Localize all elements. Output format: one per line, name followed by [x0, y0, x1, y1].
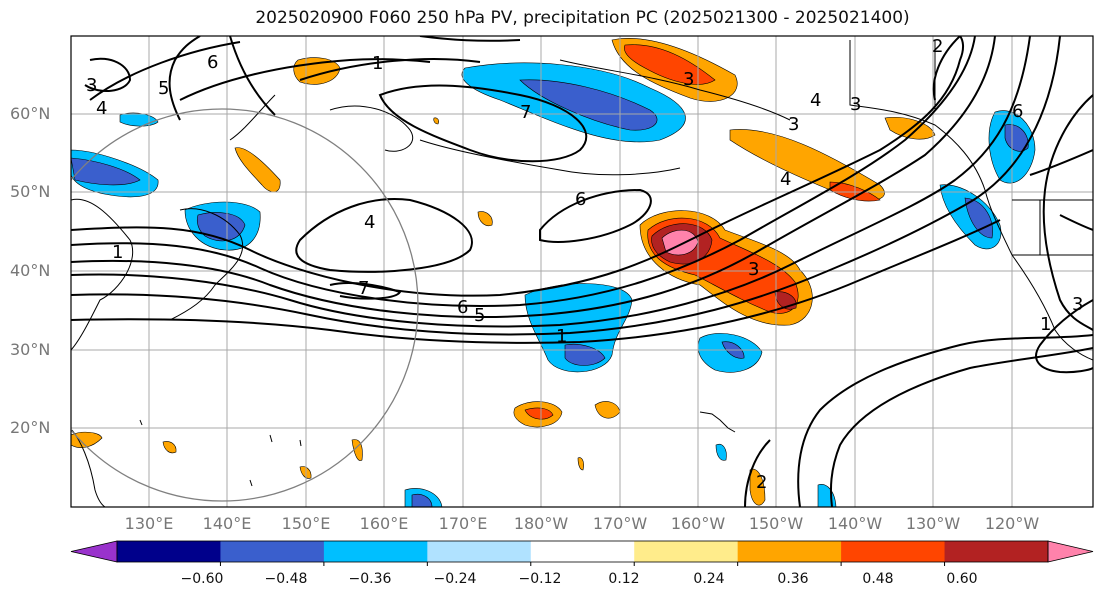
- lon-label-120w: 120°W: [984, 514, 1040, 533]
- pv-label: 1: [112, 242, 123, 263]
- colorbar-segment: [944, 541, 1049, 562]
- pv-contours: [71, 36, 1093, 507]
- pv-label: 6: [575, 189, 586, 210]
- lon-label-170w: 170°W: [592, 514, 648, 533]
- pv-label: 4: [96, 98, 107, 119]
- colorbar-segment: [220, 541, 325, 562]
- colorbar-segment: [634, 541, 739, 562]
- colorbar-segment: [737, 541, 842, 562]
- pv-label: 1: [1040, 314, 1051, 335]
- pv-label: 5: [474, 305, 485, 326]
- pv-label: 1: [556, 326, 567, 347]
- lon-label-170e: 170°E: [438, 514, 488, 533]
- lon-label-150w: 150°W: [748, 514, 804, 533]
- colorbar-tick: −0.48: [264, 571, 308, 587]
- lon-label-140w: 140°W: [827, 514, 883, 533]
- lon-label-180w: 180°W: [513, 514, 569, 533]
- pv-label: 3: [683, 69, 694, 90]
- pv-label: 3: [86, 75, 97, 96]
- colorbar-segment: [117, 541, 221, 562]
- map-title: 2025020900 F060 250 hPa PV, precipitatio…: [255, 8, 910, 28]
- lon-label-160w: 160°W: [670, 514, 726, 533]
- colorbar-segment: [323, 541, 428, 562]
- colorbar-segments: [70, 540, 1094, 563]
- lon-label-130w: 130°W: [905, 514, 961, 533]
- colorbar-extend-low: [70, 540, 118, 563]
- pv-label: 4: [364, 212, 375, 233]
- lat-label-30n: 30°N: [10, 340, 51, 359]
- pv-label: 3: [850, 94, 861, 115]
- lat-label-20n: 20°N: [10, 418, 51, 437]
- colorbar-segment: [427, 541, 532, 562]
- lat-label-50n: 50°N: [10, 182, 51, 201]
- colorbar-frame: [116, 540, 1049, 563]
- pv-label: 7: [520, 102, 531, 123]
- pv-label: 7: [358, 278, 369, 299]
- precipitation-shading: [71, 38, 1036, 507]
- pv-label: 6: [1012, 101, 1023, 122]
- lat-label-60n: 60°N: [10, 104, 51, 123]
- lat-label-40n: 40°N: [10, 261, 51, 280]
- pv-label: 4: [810, 90, 821, 111]
- pv-label: 2: [756, 472, 767, 493]
- colorbar-segment: [841, 541, 946, 562]
- pv-label: 2: [932, 36, 943, 57]
- pv-label: 6: [207, 52, 218, 73]
- colorbar-tick: 0.24: [693, 571, 725, 587]
- map-frame: [70, 35, 1094, 508]
- colorbar-segment: [530, 541, 635, 562]
- range-circle: [71, 108, 419, 502]
- colorbar-tick: −0.12: [518, 571, 562, 587]
- graticule: [71, 36, 1093, 507]
- lon-label-130e: 130°E: [124, 514, 174, 533]
- pv-label: 4: [780, 169, 791, 190]
- pv-label: 5: [158, 78, 169, 99]
- colorbar-tick: −0.60: [180, 571, 224, 587]
- pv-contour-labels: 1 3 4 5 6 4 6 7 6 5 1 1 3 4 3 2 4 6 3 2 …: [86, 36, 1083, 493]
- pv-label: 3: [1072, 294, 1083, 315]
- colorbar-tick: 0.48: [862, 571, 894, 587]
- colorbar-tick: 0.12: [608, 571, 640, 587]
- pv-label: 3: [748, 259, 759, 280]
- pv-label: 3: [788, 114, 799, 135]
- colorbar-tick: 0.60: [946, 571, 978, 587]
- pv-label: 1: [372, 53, 383, 74]
- lon-label-160e: 160°E: [359, 514, 409, 533]
- lon-label-140e: 140°E: [202, 514, 252, 533]
- lon-label-150e: 150°E: [281, 514, 331, 533]
- colorbar-tick: −0.24: [433, 571, 477, 587]
- pv-label: 6: [457, 297, 468, 318]
- colorbar-extend-high: [1047, 540, 1094, 563]
- colorbar-tick: 0.36: [777, 571, 809, 587]
- colorbar-tick: −0.36: [348, 571, 392, 587]
